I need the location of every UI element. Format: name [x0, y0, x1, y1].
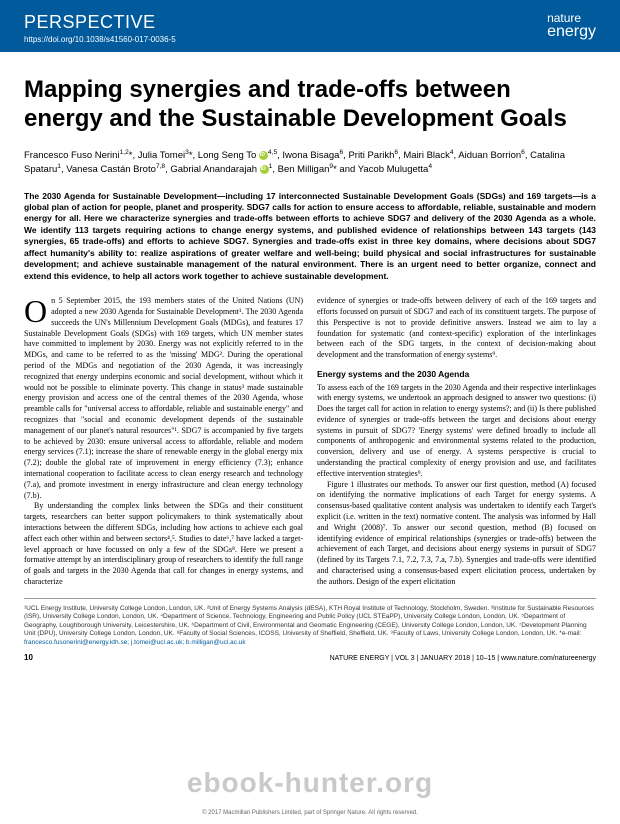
column-left: On 5 September 2015, the 193 members sta…: [24, 296, 303, 588]
copyright: © 2017 Macmillan Publishers Limited, par…: [0, 810, 620, 816]
body-para: By understanding the complex links betwe…: [24, 501, 303, 587]
section-heading: Energy systems and the 2030 Agenda: [317, 369, 596, 380]
abstract: The 2030 Agenda for Sustainable Developm…: [24, 191, 596, 283]
column-right: evidence of synergies or trade-offs betw…: [317, 296, 596, 588]
author-list: Francesco Fuso Nerini1,2*, Julia Tomei3*…: [24, 148, 596, 177]
body-para: Figure 1 illustrates our methods. To ans…: [317, 480, 596, 588]
email-link[interactable]: francesco.fusonerini@energy.kth.se; j.to…: [24, 639, 246, 646]
body-para: On 5 September 2015, the 193 members sta…: [24, 296, 303, 501]
body-columns: On 5 September 2015, the 193 members sta…: [24, 296, 596, 588]
journal-info: NATURE ENERGY | VOL 3 | JANUARY 2018 | 1…: [330, 655, 596, 662]
footer: 10 NATURE ENERGY | VOL 3 | JANUARY 2018 …: [24, 653, 596, 662]
journal-name-2: energy: [547, 24, 596, 40]
body-para: To assess each of the 169 targets in the…: [317, 383, 596, 480]
dropcap: O: [24, 296, 51, 325]
section-label: PERSPECTIVE: [24, 12, 596, 33]
header-band: PERSPECTIVE https://doi.org/10.1038/s415…: [0, 0, 620, 52]
doi: https://doi.org/10.1038/s41560-017-0036-…: [24, 35, 596, 44]
article-title: Mapping synergies and trade-offs between…: [24, 76, 596, 134]
body-para: evidence of synergies or trade-offs betw…: [317, 296, 596, 361]
affiliations: ¹UCL Energy Institute, University Colleg…: [24, 598, 596, 647]
journal-logo: nature energy: [547, 12, 596, 40]
watermark: ebook-hunter.org: [0, 767, 620, 799]
page-number: 10: [24, 653, 33, 662]
